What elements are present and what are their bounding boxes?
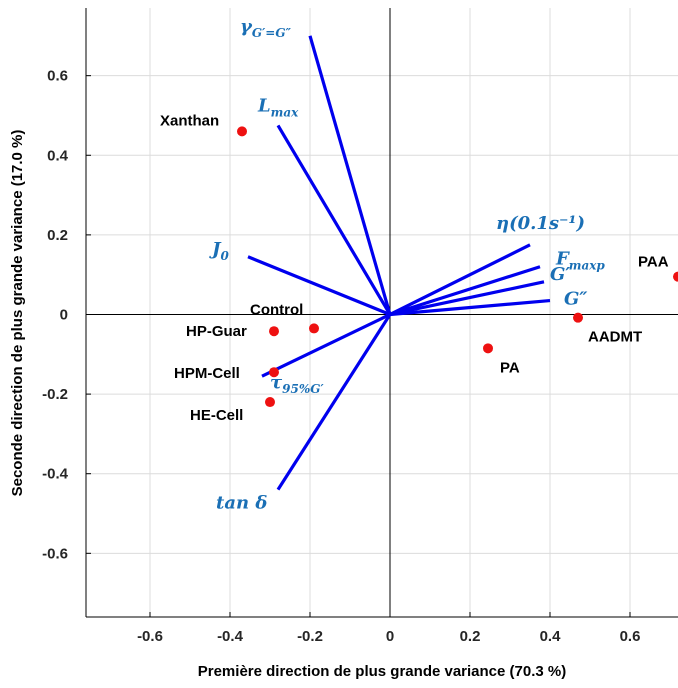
point-label: PA <box>500 359 520 376</box>
observation-point <box>269 367 279 378</box>
tick-layer: -0.6 -0.4 -0.2 0 0.2 0.4 0.6 -0.6 -0.4 -0.2 0 0.2 0.… <box>42 68 640 645</box>
vector-label-subscript: maxp <box>569 259 606 273</box>
point-label: HPM-Cell <box>174 365 240 382</box>
x-tick-label: 0 <box>386 628 394 645</box>
x-tick-label: -0.2 <box>297 628 323 645</box>
loading-vector <box>276 124 392 316</box>
vector-label-base: η(0.1s⁻¹) <box>496 213 585 234</box>
observation-point <box>237 126 247 137</box>
point-label: HP-Guar <box>186 323 247 340</box>
x-tick-label: 0.6 <box>620 628 641 645</box>
y-tick-label: -0.6 <box>42 545 68 562</box>
vector-label: G″ <box>564 289 587 310</box>
vector-label-subscript: 95%G′ <box>282 382 324 396</box>
observation-point <box>269 326 279 337</box>
vector-label: γG′=G″ <box>240 16 292 40</box>
vector-label-base: F <box>555 249 570 270</box>
observation-point <box>573 312 583 323</box>
observation-point <box>483 343 493 354</box>
vector-label-base: tan δ <box>216 493 267 514</box>
vector-label: G′ <box>550 264 570 285</box>
y-tick-label: -0.2 <box>42 386 68 403</box>
x-tick-label: -0.4 <box>217 628 244 645</box>
vector-label-base: L <box>257 95 271 116</box>
loading-vector <box>276 313 392 491</box>
point-label: Control <box>250 301 303 318</box>
y-tick-label: 0.2 <box>47 227 68 244</box>
loading-vector <box>389 243 531 316</box>
vector-label-base: γ <box>240 16 253 37</box>
vector-label-base: J <box>209 239 222 260</box>
loading-vector <box>389 265 541 317</box>
y-tick-label: -0.4 <box>42 466 69 483</box>
vector-label-base: τ <box>270 372 283 393</box>
x-tick-label: -0.6 <box>137 628 163 645</box>
loading-vector <box>389 280 545 317</box>
observation-point <box>673 271 678 282</box>
y-tick-label: 0.4 <box>47 147 69 164</box>
x-tick-label: 0.2 <box>460 628 481 645</box>
point-label: AADMT <box>588 329 642 346</box>
x-tick-label: 0.4 <box>540 628 562 645</box>
vector-label: τ95%G′ <box>270 372 324 396</box>
vector-label-subscript: max <box>271 105 299 119</box>
y-axis-label: Seconde direction de plus grande varianc… <box>9 130 26 497</box>
point-label: HE-Cell <box>190 407 243 424</box>
loading-vector <box>261 313 391 378</box>
loading-vector <box>247 255 391 316</box>
point-label: PAA <box>638 254 669 271</box>
vector-label: J0 <box>209 239 230 263</box>
observation-point <box>309 323 319 334</box>
vector-label: Lmax <box>257 95 299 119</box>
vector-label: Fmaxp <box>555 249 605 273</box>
y-tick-label: 0.6 <box>47 68 68 85</box>
x-axis-label: Première direction de plus grande varian… <box>198 663 566 680</box>
vector-label: tan δ <box>216 493 267 514</box>
point-label: Xanthan <box>160 112 219 129</box>
point-layer: XanthanControlHP-GuarHPM-CellHE-CellPAAA… <box>160 112 678 424</box>
vector-label: η(0.1s⁻¹) <box>496 213 585 234</box>
vector-label-base: G′ <box>550 264 570 285</box>
loading-vector <box>389 298 551 317</box>
vector-label-subscript: G′=G″ <box>252 26 292 40</box>
loading-vector <box>308 35 392 315</box>
y-tick-label: 0 <box>60 306 68 323</box>
vector-label-subscript: 0 <box>221 249 230 263</box>
observation-point <box>265 397 275 408</box>
vector-label-base: G″ <box>564 289 587 310</box>
